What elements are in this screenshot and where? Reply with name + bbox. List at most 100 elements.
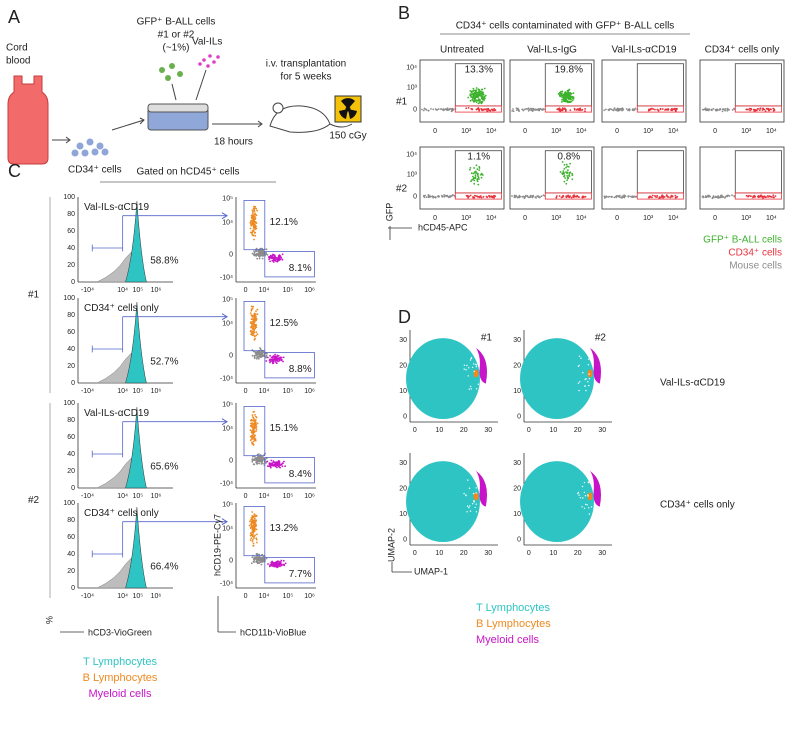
cell-dot (423, 107, 426, 110)
cell-dot (270, 356, 273, 359)
x-tick-label: 20 (460, 427, 468, 434)
x-tick-label: 30 (598, 550, 606, 557)
cell-dot (466, 511, 468, 513)
x-tick-label: 0 (713, 128, 717, 135)
cell-dot (270, 459, 273, 462)
cell-dot (563, 180, 566, 183)
cell-dot (468, 507, 470, 509)
legend-entry: Myeloid cells (89, 688, 152, 700)
cell-dot (605, 195, 607, 198)
cell-dot (252, 516, 255, 519)
cell-dot (475, 487, 477, 489)
cell-dot (648, 196, 650, 199)
cell-dot (491, 196, 494, 199)
cell-dot (475, 87, 478, 89)
cell-dot (565, 196, 568, 199)
plot-frame (509, 146, 595, 210)
cell-dot (270, 257, 273, 259)
cell-dot (564, 100, 567, 103)
gate-percent: 65.6% (150, 461, 178, 472)
y-tick-label: 10³ (407, 172, 418, 179)
x-tick-label: 10³ (741, 215, 752, 222)
cell-dot (436, 108, 439, 111)
cell-dot (253, 537, 255, 539)
cell-dot (661, 108, 664, 110)
cell-dot (613, 107, 616, 109)
cell-dot (252, 221, 255, 224)
cell-dot (248, 524, 251, 527)
umap-b-cells (473, 369, 479, 378)
cell-dot (434, 108, 437, 110)
y-tick-label: 20 (399, 363, 407, 370)
cell-dot (772, 109, 775, 112)
cell-dot (274, 358, 277, 361)
cell-dot (582, 372, 584, 374)
cell-dot (731, 194, 733, 197)
cell-dot (250, 537, 253, 540)
cell-dot (471, 108, 474, 110)
cell-dot (557, 107, 560, 110)
cell-dot (476, 108, 479, 110)
cell-dot (250, 525, 253, 528)
axis-label: hCD11b-VioBlue (240, 627, 306, 637)
x-tick-label: 10⁴ (766, 128, 777, 135)
x-tick-label: 10⁴ (766, 215, 777, 222)
cell-dot (476, 195, 478, 198)
cell-dot (261, 257, 264, 260)
plot-frame (699, 59, 785, 123)
cell-dot (584, 495, 587, 497)
cell-dot (265, 248, 268, 251)
cell-dot (476, 180, 479, 183)
cell-dot (252, 321, 255, 323)
cell-dot (480, 173, 482, 176)
cell-dot (258, 354, 261, 357)
cell-dot (281, 465, 284, 468)
cell-dot (275, 257, 277, 259)
cell-dot (562, 170, 565, 173)
cell-dot (253, 226, 256, 229)
sample-label: #1 (481, 333, 493, 344)
cell-dot (712, 196, 715, 199)
cell-dot (256, 355, 259, 358)
cell-dot (449, 107, 451, 110)
cell-dot (476, 179, 479, 181)
cell-dot (253, 250, 255, 253)
cell-dot (480, 102, 483, 105)
cell-dot (532, 107, 535, 110)
cell-dot (566, 165, 569, 168)
x-tick-label: 0 (713, 215, 717, 222)
cell-dot (716, 109, 719, 112)
gate-arrow-head (221, 418, 228, 426)
x-tick-label: 10⁶ (151, 593, 162, 600)
cell-dot (772, 196, 774, 199)
cell-dot (259, 557, 262, 560)
cell-dot (255, 334, 257, 337)
cell-dot (774, 195, 777, 198)
cell-dot (429, 196, 431, 198)
cell-dot (718, 109, 721, 111)
cell-dot (258, 455, 261, 458)
cell-dot (578, 364, 580, 367)
gate-percent: 66.4% (150, 561, 178, 572)
legend-entry: B Lymphocytes (476, 618, 551, 630)
cell-dot (484, 97, 486, 100)
cell-dot (253, 232, 256, 234)
cell-dot (482, 92, 484, 94)
cell-dot (537, 109, 540, 112)
cell-dot (670, 194, 673, 197)
cell-dot (277, 254, 280, 257)
cell-dot (472, 196, 475, 199)
cell-dot (764, 110, 767, 113)
cell-dot (603, 195, 606, 198)
gate (243, 405, 266, 457)
cell-dot (569, 171, 572, 174)
cell-dot (528, 108, 531, 111)
cell-dot (269, 462, 272, 465)
gate (454, 105, 502, 113)
x-tick-label: 10⁴ (259, 287, 270, 294)
cell-dot (583, 491, 586, 494)
cell-dot (583, 481, 586, 484)
gate (264, 557, 315, 584)
cell-dot (624, 195, 626, 198)
